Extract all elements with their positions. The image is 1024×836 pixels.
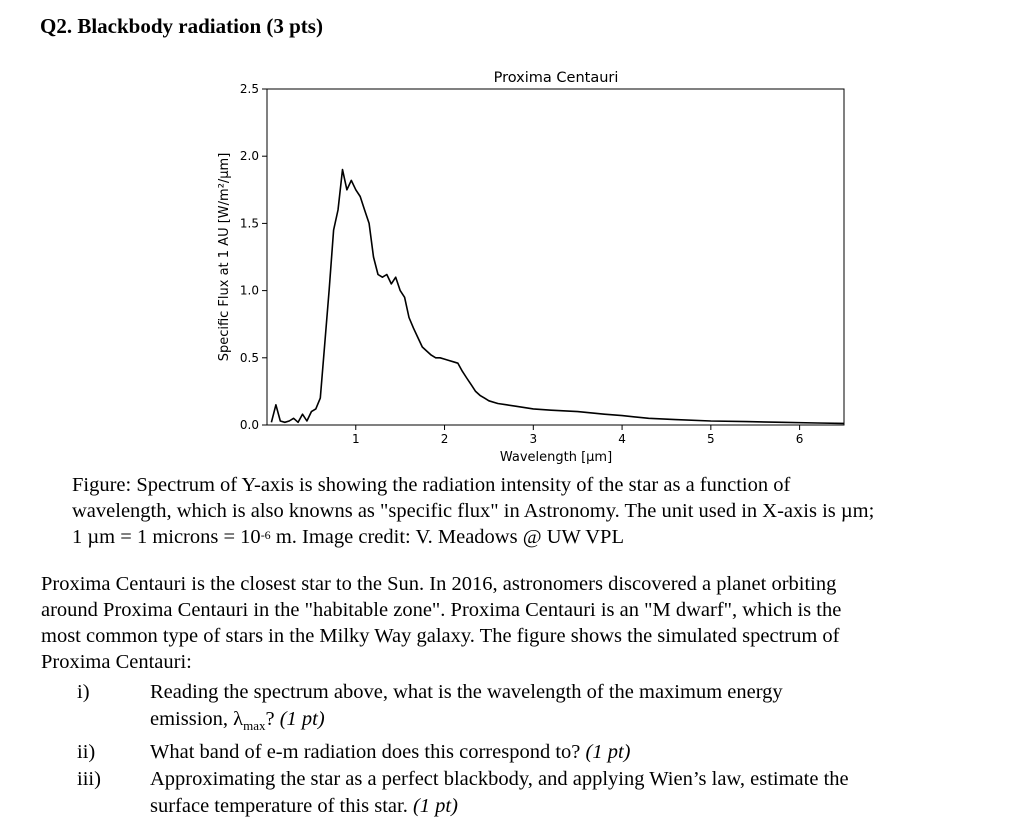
intro-paragraph: Proxima Centauri is the closest star to … [41,571,1001,675]
x-tick-label: 2 [441,432,449,446]
y-tick-label: 1.0 [240,284,259,298]
question-text-part: surface temperature of this star. [150,795,413,818]
question-text-part: What band of e-m radiation does this cor… [150,741,586,764]
caption-line: 1 µm = 1 microns = 10-6 m. Image credit:… [72,524,1002,550]
question-line: What band of e-m radiation does this cor… [150,739,1021,766]
figure-caption: Figure: Spectrum of Y-axis is showing th… [72,472,1002,550]
caption-text: 1 µm = 1 microns = 10 [72,526,261,548]
intro-line: Proxima Centauri is the closest star to … [41,573,837,595]
intro-line: most common type of stars in the Milky W… [41,625,840,647]
question-text: What band of e-m radiation does this cor… [150,739,1021,766]
y-tick-label: 0.5 [240,351,259,365]
question-line: emission, λmax? (1 pt) [150,706,1021,739]
intro-line: Proxima Centauri: [41,651,192,673]
question-list: i) Reading the spectrum above, what is t… [41,679,1021,820]
question-text-part: ? [265,708,280,730]
x-tick-label: 1 [352,432,360,446]
question-text: Approximating the star as a perfect blac… [150,766,1021,820]
question-item: i) Reading the spectrum above, what is t… [41,679,1021,739]
y-axis: 0.0 0.5 1.0 1.5 2.0 2.5 [240,82,267,432]
question-line: Approximating the star as a perfect blac… [150,768,849,791]
subscript: max [243,718,266,734]
y-axis-label: Specific Flux at 1 AU [W/m²/μm] [217,153,232,362]
caption-line: wavelength, which is also knowns as "spe… [72,500,875,522]
exponent: -6 [260,528,271,542]
question-title: Q2. Blackbody radiation (3 pts) [40,14,323,38]
question-item: ii) What band of e-m radiation does this… [41,739,1021,766]
question-line: surface temperature of this star. (1 pt) [150,793,1021,820]
points: (1 pt) [279,708,325,730]
x-tick-label: 3 [529,432,537,446]
x-tick-label: 6 [796,432,804,446]
question-number: i) [77,681,90,703]
y-tick-label: 0.0 [240,418,259,432]
y-tick-label: 1.5 [240,216,259,230]
x-tick-label: 4 [618,432,626,446]
points: (1 pt) [412,795,458,818]
plot-frame [266,88,845,426]
x-axis-label: Wavelength [μm] [500,450,612,465]
question-item: iii) Approximating the star as a perfect… [41,766,1021,820]
y-tick-label: 2.0 [240,149,259,163]
points: (1 pt) [585,741,631,764]
spectrum-line [270,168,845,425]
question-number: ii) [77,741,96,764]
intro-line: around Proxima Centauri in the "habitabl… [41,599,842,621]
x-axis: 1 2 3 4 5 6 [352,425,803,446]
y-tick-label: 2.5 [240,82,259,96]
question-text: Reading the spectrum above, what is the … [150,679,1021,739]
caption-text: m. Image credit: V. Meadows @ UW VPL [270,526,624,548]
spectrum-chart: Proxima Centauri 1 2 3 4 5 6 0.0 0.5 1.0 1.5 2.0 2… [217,70,845,465]
caption-line: Figure: Spectrum of Y-axis is showing th… [72,474,791,496]
question-number: iii) [77,768,101,791]
question-line: Reading the spectrum above, what is the … [150,681,783,703]
x-tick-label: 5 [707,432,715,446]
chart-title: Proxima Centauri [494,70,619,86]
question-text-part: emission, λ [150,708,244,730]
